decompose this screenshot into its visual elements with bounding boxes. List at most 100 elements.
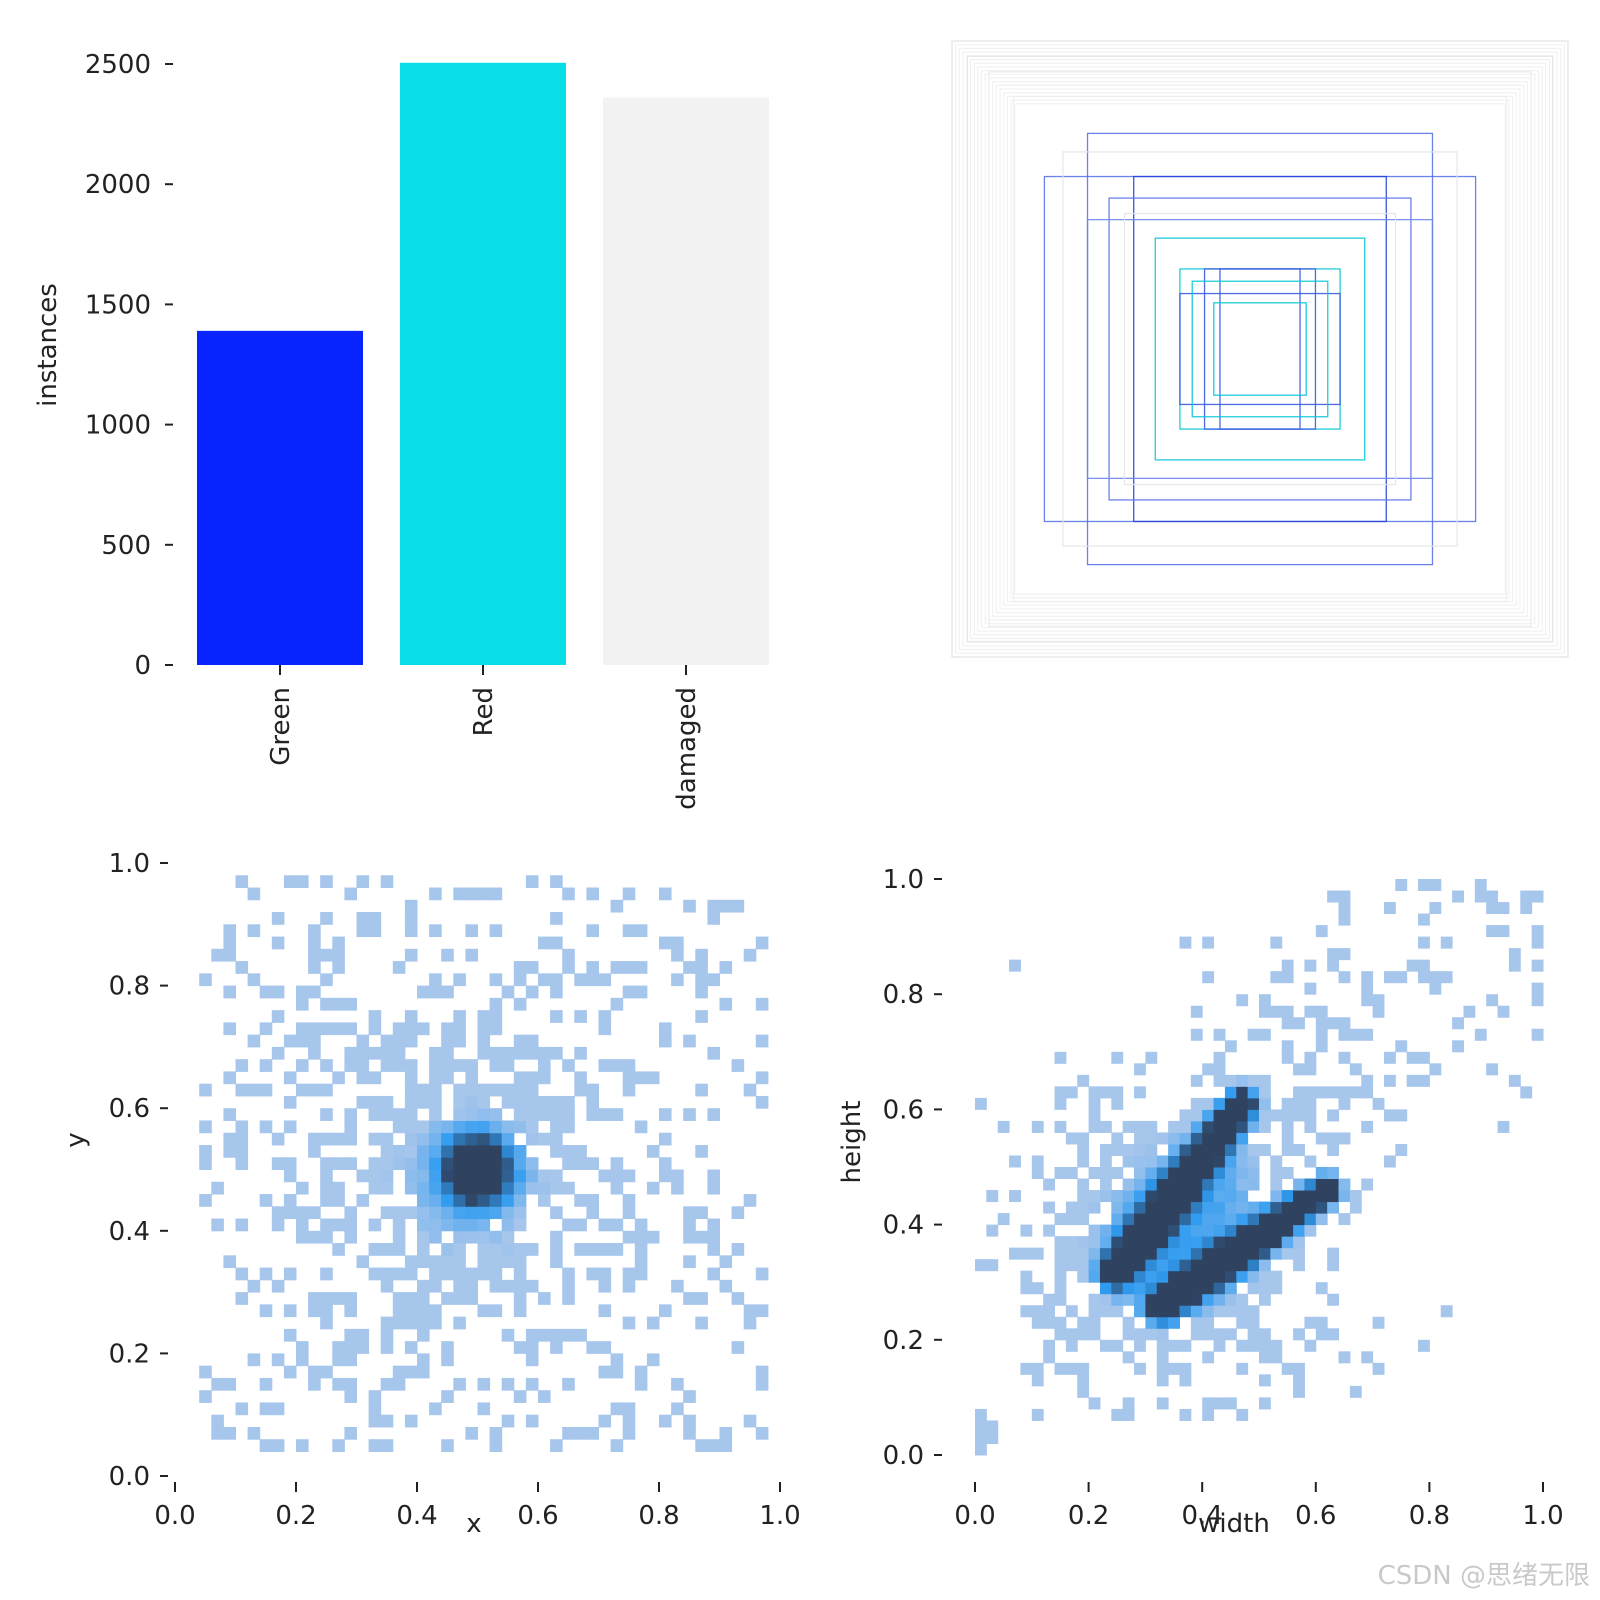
xy-bin: [477, 1194, 491, 1207]
xy-x-tick-label: 0.2: [275, 1501, 316, 1531]
heatmap-width-height: 0.0 0.0 0.2 0.2 0.4 0.4 0.6 0.6 0.8 0.8 1.0 1.0 wid…: [837, 865, 1564, 1539]
wh-bin: [1236, 1339, 1249, 1352]
wh-bin: [1156, 1282, 1169, 1295]
xy-bin: [477, 1243, 491, 1256]
xy-bin: [646, 1071, 660, 1085]
wh-bin: [1179, 1408, 1192, 1421]
xy-bin: [320, 1108, 333, 1121]
wh-bin: [1270, 1270, 1283, 1283]
wh-bin: [1293, 1097, 1305, 1110]
wh-bin: [1383, 902, 1396, 915]
wh-bin: [1156, 1132, 1169, 1145]
bar-damaged: [603, 97, 769, 665]
wh-bin: [1156, 1305, 1169, 1318]
xy-bin: [380, 1414, 394, 1428]
xy-bin: [332, 1353, 345, 1367]
xy-bin: [429, 1267, 442, 1281]
wh-bin: [1259, 1005, 1271, 1018]
xy-bin: [513, 1095, 527, 1109]
xy-bin: [259, 1304, 273, 1318]
faint-box: [1014, 103, 1506, 595]
xy-bin: [332, 1439, 345, 1452]
xy-bin: [320, 1169, 333, 1183]
wh-bin: [1202, 1155, 1215, 1168]
wh-bin: [1099, 1178, 1112, 1191]
wh-bin: [1213, 1109, 1226, 1122]
xy-bin: [235, 875, 249, 889]
xy-x-axis-label: x: [466, 1509, 481, 1539]
xy-bin: [513, 1304, 527, 1318]
wh-bin: [1134, 1339, 1146, 1352]
xy-bin: [489, 1132, 503, 1146]
xy-bin: [404, 1206, 418, 1220]
wh-bin: [1224, 1259, 1237, 1272]
xy-bin: [235, 1120, 249, 1134]
xy-bin: [574, 1083, 587, 1097]
xy-bin: [622, 1267, 636, 1281]
xy-bin: [683, 1108, 696, 1121]
wh-bin: [1054, 1247, 1067, 1260]
wh-bin: [1065, 1259, 1078, 1272]
xy-bin: [622, 1316, 636, 1330]
xy-bin: [562, 887, 575, 901]
wh-bin: [1259, 1374, 1271, 1387]
xy-bin: [489, 1046, 503, 1060]
wh-bin: [1099, 1305, 1112, 1318]
xy-bin: [707, 1181, 720, 1195]
wh-bin: [1054, 1236, 1067, 1249]
wh-bin: [1327, 1293, 1340, 1306]
wh-bin: [1247, 1097, 1260, 1110]
xy-bin: [501, 1157, 515, 1170]
bar-y-axis-label: instances: [33, 283, 63, 407]
wh-bin: [1122, 1178, 1135, 1191]
xy-bin: [513, 1157, 527, 1170]
xy-bin: [538, 1108, 551, 1121]
wh-bin: [1259, 1074, 1271, 1087]
xy-bin: [610, 899, 624, 913]
xy-bin: [308, 1206, 321, 1220]
wh-bin: [1224, 1097, 1237, 1110]
xy-bin: [731, 899, 745, 913]
wh-bin: [1270, 1282, 1283, 1295]
wh-bin: [1168, 1305, 1180, 1318]
wh-bin: [1134, 1259, 1146, 1272]
xy-bin: [404, 1181, 418, 1195]
xy-bin: [368, 1390, 382, 1403]
wh-bin: [1418, 971, 1430, 984]
xy-bin: [417, 1144, 430, 1158]
wh-bin: [1099, 1270, 1112, 1283]
xy-bin: [562, 1059, 575, 1072]
wh-bin: [1531, 1028, 1544, 1041]
xy-bin: [332, 936, 345, 950]
wh-bin: [1259, 1201, 1271, 1214]
xy-bin: [320, 912, 333, 925]
xy-bin: [344, 1426, 357, 1440]
xy-bin: [429, 1402, 442, 1416]
wh-bin: [1497, 902, 1510, 915]
xy-bin: [755, 936, 769, 950]
wh-bin: [1179, 1339, 1192, 1352]
wh-bin: [1531, 982, 1544, 995]
xy-y-tick-label: 1.0: [109, 849, 150, 879]
xy-bin: [586, 1157, 599, 1170]
xy-bin: [465, 1181, 478, 1195]
xy-bin: [719, 1279, 733, 1293]
wh-bin: [1259, 1351, 1271, 1364]
xy-bin: [501, 1218, 515, 1232]
wh-bin: [1065, 1213, 1078, 1226]
wh-bin: [1088, 1167, 1101, 1180]
xy-bin: [429, 887, 442, 901]
faint-box: [1006, 95, 1514, 603]
xy-bin: [465, 948, 478, 962]
xy-bin: [356, 912, 370, 925]
wh-x-axis-label: width: [1198, 1509, 1270, 1539]
xy-bin: [695, 973, 708, 987]
wh-bin: [1486, 890, 1499, 903]
wh-bin: [1259, 1086, 1271, 1099]
xy-bin: [283, 1365, 297, 1379]
xy-bin: [296, 1022, 309, 1036]
xy-bin: [489, 1206, 503, 1220]
wh-bin: [1088, 1086, 1101, 1099]
xy-bin: [368, 1218, 382, 1232]
wh-bin: [1043, 1305, 1056, 1318]
